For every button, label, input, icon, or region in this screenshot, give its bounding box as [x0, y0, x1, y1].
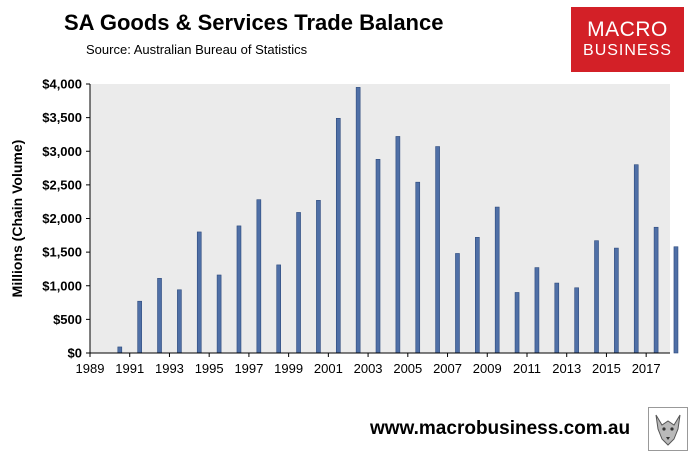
website-url[interactable]: www.macrobusiness.com.au [370, 418, 631, 439]
x-tick-label: 1993 [155, 361, 184, 376]
bar [157, 278, 162, 354]
y-tick-label: $3,000 [42, 144, 82, 159]
x-tick-label: 2013 [552, 361, 581, 376]
x-tick-label: 2001 [314, 361, 343, 376]
bar [256, 199, 262, 354]
logo-line-2: BUSINESS [583, 42, 672, 59]
x-tick-label: 2015 [592, 361, 621, 376]
bar [395, 136, 401, 354]
macrobusiness-logo[interactable]: MACRO BUSINESS [571, 7, 684, 72]
bar [375, 159, 381, 354]
bar [355, 87, 361, 354]
y-tick-label: $2,000 [42, 211, 82, 226]
bar [455, 253, 460, 354]
y-tick-label: $3,500 [42, 110, 82, 125]
x-tick-label: 1989 [76, 361, 105, 376]
bar [276, 264, 281, 354]
x-tick-label: 2005 [393, 361, 422, 376]
x-tick-label: 2007 [433, 361, 462, 376]
y-tick-label: $0 [68, 346, 82, 361]
y-tick-label: $500 [53, 312, 82, 327]
y-axis-label: Millions (Chain Volume) [9, 140, 25, 298]
source-note: Source: Australian Bureau of Statistics [86, 42, 308, 57]
bar [653, 226, 659, 354]
bar [614, 247, 619, 354]
bar [554, 282, 560, 354]
x-tick-label: 1991 [115, 361, 144, 376]
y-tick-label: $1,500 [42, 245, 82, 260]
x-tick-label: 2011 [513, 361, 541, 376]
bar [335, 117, 341, 354]
bar [534, 267, 540, 354]
bar [117, 346, 123, 354]
y-tick-label: $1,000 [42, 278, 82, 293]
bar [594, 240, 599, 354]
wolf-icon [648, 407, 688, 451]
x-tick-label: 1999 [274, 361, 303, 376]
x-tick-label: 2003 [354, 361, 383, 376]
bar [196, 231, 202, 354]
x-tick-label: 2009 [473, 361, 502, 376]
chart-title: SA Goods & Services Trade Balance [64, 10, 444, 35]
bar [574, 287, 579, 354]
bar [633, 164, 639, 354]
bar [137, 300, 142, 354]
y-tick-label: $4,000 [42, 77, 82, 92]
x-tick-label: 1997 [234, 361, 263, 376]
bar [316, 200, 321, 354]
bar [494, 206, 500, 354]
bar [475, 237, 480, 354]
bar [296, 212, 301, 354]
bar [177, 289, 182, 354]
y-tick-label: $2,500 [42, 177, 82, 192]
bar [435, 146, 440, 354]
bar [216, 274, 222, 354]
x-tick-label: 2017 [632, 361, 661, 376]
bar [415, 181, 421, 354]
bar [236, 225, 242, 354]
bar [514, 292, 520, 354]
bar [673, 246, 679, 354]
logo-line-1: MACRO [587, 18, 668, 41]
x-tick-label: 1995 [195, 361, 224, 376]
